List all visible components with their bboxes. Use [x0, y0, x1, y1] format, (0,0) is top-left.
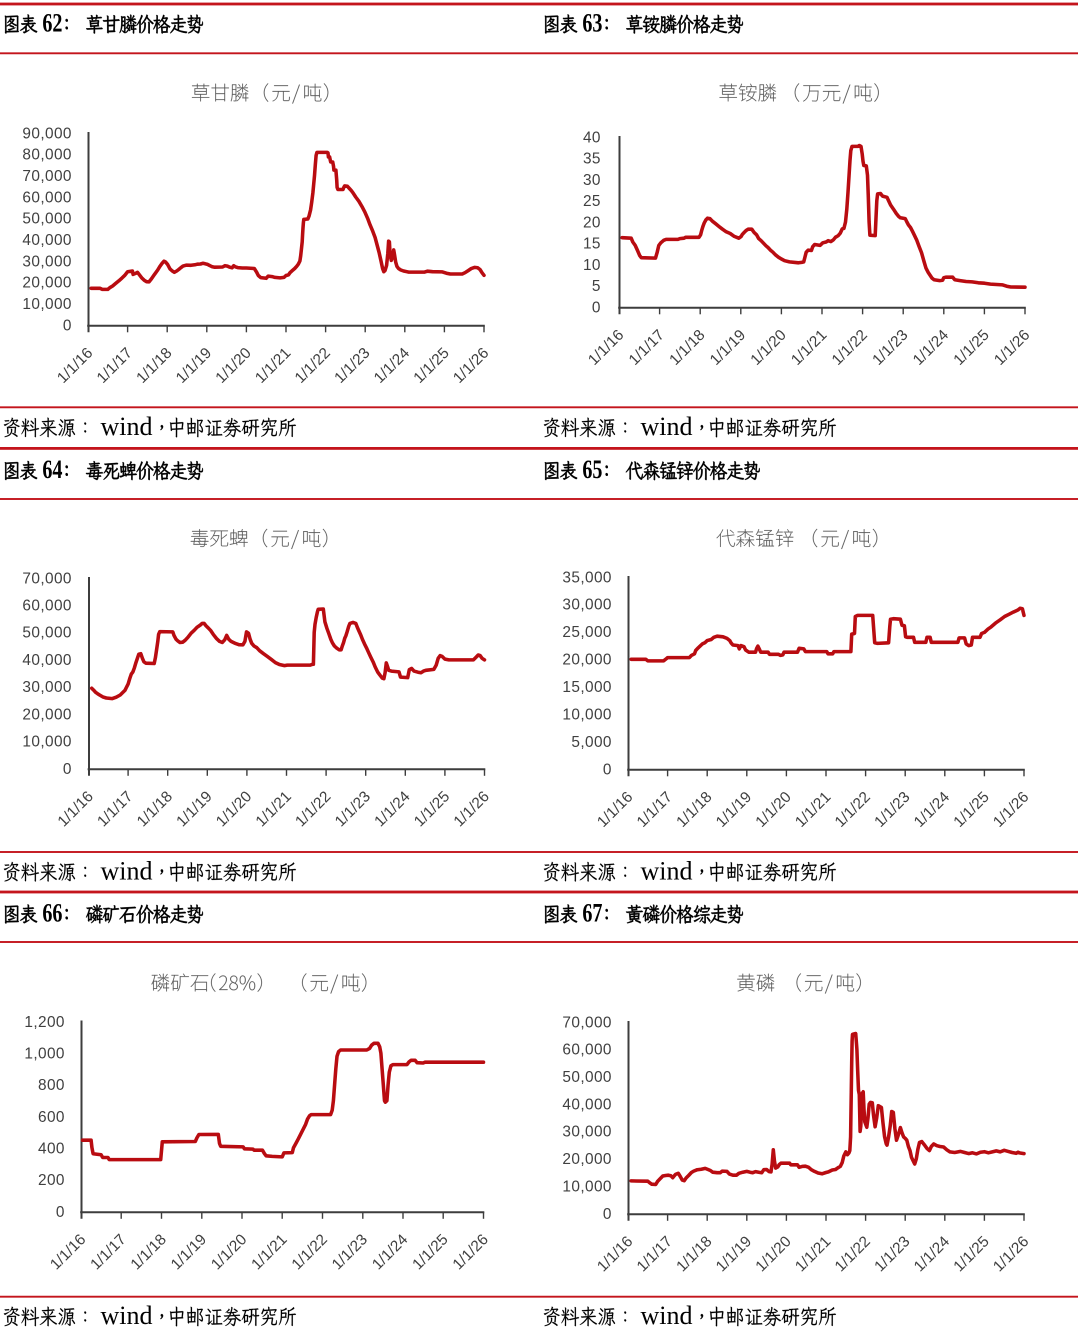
svg-text:20: 20 — [583, 214, 601, 231]
svg-text:90,000: 90,000 — [22, 125, 71, 142]
svg-text:67: 67 — [582, 899, 602, 928]
svg-text:200: 200 — [38, 1172, 65, 1189]
svg-text:wind: wind — [101, 412, 153, 441]
svg-text:50,000: 50,000 — [562, 1069, 611, 1086]
svg-text:50,000: 50,000 — [22, 625, 71, 642]
svg-text:20,000: 20,000 — [22, 706, 71, 723]
svg-text:5: 5 — [592, 278, 601, 295]
svg-text:20,000: 20,000 — [22, 275, 71, 292]
svg-text:20,000: 20,000 — [562, 1151, 611, 1168]
svg-text:64: 64 — [42, 455, 62, 484]
svg-text:wind: wind — [101, 1301, 153, 1330]
svg-text:10: 10 — [583, 257, 601, 274]
svg-text:0: 0 — [592, 299, 601, 316]
svg-text:60,000: 60,000 — [22, 189, 71, 206]
svg-text:10,000: 10,000 — [562, 1178, 611, 1195]
svg-text:70,000: 70,000 — [22, 570, 71, 587]
svg-text:1,000: 1,000 — [24, 1046, 65, 1063]
svg-text:600: 600 — [38, 1109, 65, 1126]
svg-text:63: 63 — [582, 9, 602, 38]
svg-text:wind: wind — [101, 856, 153, 885]
svg-text:65: 65 — [582, 455, 602, 484]
svg-text:80,000: 80,000 — [22, 147, 71, 164]
svg-text:35,000: 35,000 — [562, 569, 611, 586]
svg-text:30,000: 30,000 — [22, 253, 71, 270]
svg-text:1,200: 1,200 — [24, 1014, 65, 1031]
svg-text:62: 62 — [42, 9, 62, 38]
svg-text:30,000: 30,000 — [562, 597, 611, 614]
svg-text:60,000: 60,000 — [22, 598, 71, 615]
svg-text:25: 25 — [583, 193, 601, 210]
svg-text:50,000: 50,000 — [22, 211, 71, 228]
svg-text:66: 66 — [42, 899, 62, 928]
svg-text:0: 0 — [63, 761, 72, 778]
svg-text:10,000: 10,000 — [22, 296, 71, 313]
svg-text:wind: wind — [641, 856, 693, 885]
svg-text:5,000: 5,000 — [571, 734, 612, 751]
svg-text:40: 40 — [583, 129, 601, 146]
svg-text:40,000: 40,000 — [22, 232, 71, 249]
svg-text:10,000: 10,000 — [562, 706, 611, 723]
svg-text:0: 0 — [63, 317, 72, 334]
svg-text:wind: wind — [641, 412, 693, 441]
svg-text:400: 400 — [38, 1141, 65, 1158]
svg-text:60,000: 60,000 — [562, 1042, 611, 1059]
svg-text:30: 30 — [583, 172, 601, 189]
svg-text:wind: wind — [641, 1301, 693, 1330]
svg-text:15: 15 — [583, 236, 601, 253]
svg-text:40,000: 40,000 — [562, 1096, 611, 1113]
svg-text:70,000: 70,000 — [562, 1014, 611, 1031]
svg-text:800: 800 — [38, 1077, 65, 1094]
svg-text:25,000: 25,000 — [562, 624, 611, 641]
svg-text:0: 0 — [603, 1206, 612, 1223]
svg-text:35: 35 — [583, 151, 601, 168]
svg-text:0: 0 — [603, 761, 612, 778]
svg-text:30,000: 30,000 — [22, 679, 71, 696]
svg-text:70,000: 70,000 — [22, 168, 71, 185]
svg-text:0: 0 — [56, 1204, 65, 1221]
svg-text:10,000: 10,000 — [22, 734, 71, 751]
svg-text:30,000: 30,000 — [562, 1124, 611, 1141]
svg-text:15,000: 15,000 — [562, 679, 611, 696]
svg-text:40,000: 40,000 — [22, 652, 71, 669]
svg-text:20,000: 20,000 — [562, 652, 611, 669]
